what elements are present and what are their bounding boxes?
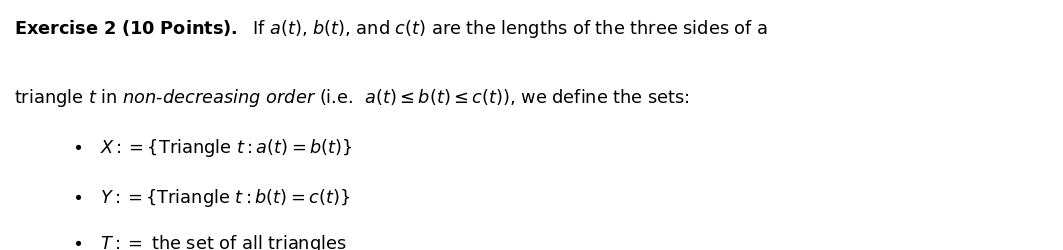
Text: $\bullet$   $Y := \{$Triangle $t : b(t) = c(t)\}$: $\bullet$ $Y := \{$Triangle $t : b(t) = … [72, 186, 351, 208]
Text: $\bullet$   $X := \{$Triangle $t : a(t) = b(t)\}$: $\bullet$ $X := \{$Triangle $t : a(t) = … [72, 136, 353, 158]
Text: $\mathbf{Exercise\ 2}$ $\mathbf{(10\ Points).}$  If $a(t)$, $b(t)$, and $c(t)$ a: $\mathbf{Exercise\ 2}$ $\mathbf{(10\ Poi… [14, 18, 767, 40]
Text: triangle $t$ in $\mathit{non}$-$\mathit{decreasing\ order}$ (i.e.  $a(t) \leq b(: triangle $t$ in $\mathit{non}$-$\mathit{… [14, 86, 690, 108]
Text: $\bullet$   $T :=$ the set of all triangles: $\bullet$ $T :=$ the set of all triangle… [72, 232, 347, 250]
